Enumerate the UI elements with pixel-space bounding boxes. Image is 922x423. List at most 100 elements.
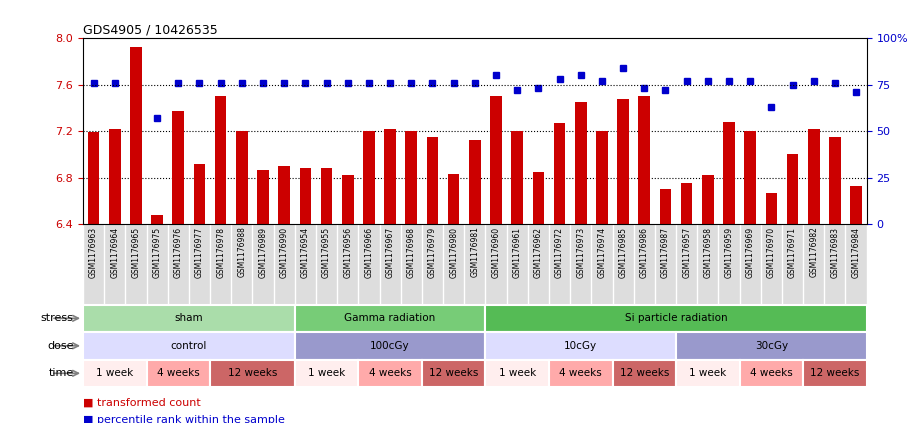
Text: GSM1176984: GSM1176984: [852, 227, 860, 277]
Text: GSM1176968: GSM1176968: [407, 227, 416, 277]
Bar: [533, 172, 544, 224]
Text: GSM1176985: GSM1176985: [619, 227, 628, 277]
Text: GSM1176976: GSM1176976: [173, 227, 183, 278]
Bar: [617, 99, 629, 224]
Text: ■ transformed count: ■ transformed count: [83, 397, 201, 407]
Text: 12 weeks: 12 weeks: [620, 368, 669, 378]
Text: GSM1176982: GSM1176982: [810, 227, 818, 277]
Bar: [485, 305, 867, 332]
Bar: [300, 168, 312, 224]
Text: Gamma radiation: Gamma radiation: [345, 313, 436, 323]
Bar: [422, 360, 485, 387]
Bar: [485, 332, 676, 360]
Text: GSM1176970: GSM1176970: [767, 227, 776, 278]
Text: time: time: [48, 368, 74, 378]
Text: sham: sham: [174, 313, 203, 323]
Bar: [469, 140, 480, 224]
Text: GSM1176957: GSM1176957: [682, 227, 692, 278]
Text: GSM1176959: GSM1176959: [725, 227, 734, 278]
Text: GSM1176979: GSM1176979: [428, 227, 437, 278]
Bar: [554, 123, 565, 224]
Bar: [342, 175, 353, 224]
Bar: [130, 47, 142, 224]
Bar: [427, 137, 438, 224]
Text: GSM1176989: GSM1176989: [258, 227, 267, 277]
Text: GSM1176974: GSM1176974: [597, 227, 607, 278]
Bar: [739, 360, 803, 387]
Text: GSM1176988: GSM1176988: [237, 227, 246, 277]
Bar: [680, 184, 692, 224]
Text: GSM1176977: GSM1176977: [195, 227, 204, 278]
Text: GSM1176954: GSM1176954: [301, 227, 310, 278]
Bar: [512, 131, 523, 224]
Text: GSM1176963: GSM1176963: [89, 227, 98, 278]
Bar: [363, 131, 374, 224]
Text: GSM1176990: GSM1176990: [279, 227, 289, 278]
Bar: [765, 193, 777, 224]
Bar: [638, 96, 650, 224]
Text: 1 week: 1 week: [96, 368, 134, 378]
Bar: [485, 360, 549, 387]
Bar: [295, 332, 485, 360]
Text: Si particle radiation: Si particle radiation: [625, 313, 727, 323]
Text: GSM1176983: GSM1176983: [831, 227, 839, 277]
Text: GSM1176966: GSM1176966: [364, 227, 373, 278]
Bar: [850, 186, 862, 224]
Bar: [83, 332, 295, 360]
Text: stress: stress: [41, 313, 74, 323]
Text: GSM1176978: GSM1176978: [216, 227, 225, 277]
Text: GSM1176960: GSM1176960: [491, 227, 501, 278]
Text: GDS4905 / 10426535: GDS4905 / 10426535: [83, 24, 218, 37]
Bar: [597, 131, 608, 224]
Bar: [83, 305, 295, 332]
Text: GSM1176967: GSM1176967: [385, 227, 395, 278]
Text: 12 weeks: 12 weeks: [429, 368, 479, 378]
Bar: [278, 166, 290, 224]
Text: 4 weeks: 4 weeks: [369, 368, 411, 378]
Bar: [808, 129, 820, 224]
Bar: [257, 170, 269, 224]
Text: 4 weeks: 4 weeks: [750, 368, 793, 378]
Bar: [359, 360, 422, 387]
Text: 30cGy: 30cGy: [755, 341, 788, 351]
Bar: [109, 129, 121, 224]
Text: 1 week: 1 week: [690, 368, 727, 378]
Text: 1 week: 1 week: [308, 368, 345, 378]
Text: GSM1176955: GSM1176955: [322, 227, 331, 278]
Bar: [295, 305, 485, 332]
Bar: [659, 189, 671, 224]
Bar: [803, 360, 867, 387]
Text: 4 weeks: 4 weeks: [157, 368, 200, 378]
Text: 12 weeks: 12 weeks: [810, 368, 859, 378]
Bar: [406, 131, 417, 224]
Text: GSM1176981: GSM1176981: [470, 227, 479, 277]
Bar: [676, 360, 739, 387]
Bar: [702, 175, 714, 224]
Bar: [172, 111, 184, 224]
Text: ■ percentile rank within the sample: ■ percentile rank within the sample: [83, 415, 285, 423]
Text: 4 weeks: 4 weeks: [560, 368, 602, 378]
Bar: [723, 122, 735, 224]
Bar: [575, 102, 586, 224]
Bar: [612, 360, 676, 387]
Bar: [321, 168, 333, 224]
Text: control: control: [171, 341, 207, 351]
Bar: [448, 174, 459, 224]
Bar: [88, 132, 100, 224]
Bar: [295, 360, 359, 387]
Text: GSM1176971: GSM1176971: [788, 227, 797, 277]
Text: GSM1176962: GSM1176962: [534, 227, 543, 277]
Text: GSM1176986: GSM1176986: [640, 227, 649, 277]
Text: 12 weeks: 12 weeks: [228, 368, 278, 378]
Bar: [215, 96, 227, 224]
Bar: [549, 360, 612, 387]
Bar: [676, 332, 867, 360]
Bar: [744, 131, 756, 224]
Bar: [829, 137, 841, 224]
Text: GSM1176958: GSM1176958: [703, 227, 713, 277]
Bar: [83, 360, 147, 387]
Bar: [384, 129, 396, 224]
Text: GSM1176956: GSM1176956: [343, 227, 352, 278]
Bar: [236, 131, 248, 224]
Text: GSM1176965: GSM1176965: [132, 227, 140, 278]
